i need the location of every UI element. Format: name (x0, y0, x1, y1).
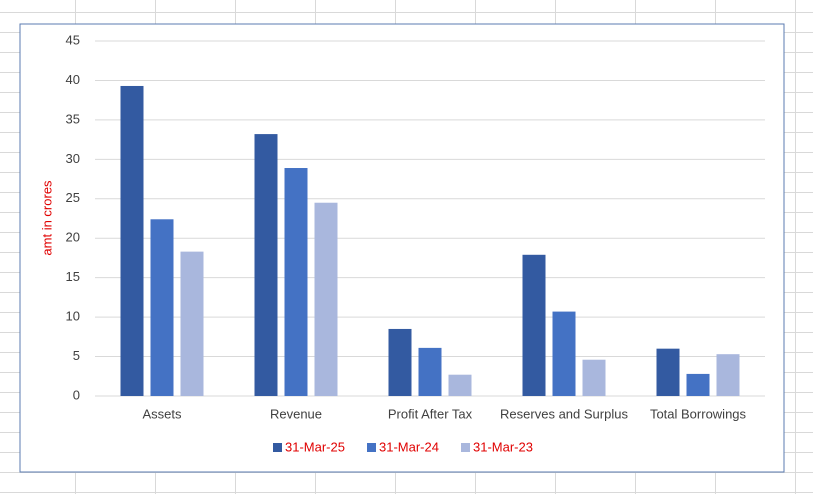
bar (448, 374, 472, 396)
bar (120, 85, 144, 396)
bar (656, 348, 680, 396)
bar (254, 134, 278, 397)
y-tick-label: 25 (66, 190, 80, 205)
bar (180, 251, 204, 396)
bar (418, 347, 442, 396)
bar (388, 328, 412, 396)
y-tick-label: 0 (73, 387, 80, 402)
x-tick-label: Revenue (270, 406, 322, 421)
chart-frame (19, 23, 785, 473)
y-tick-label: 45 (66, 32, 80, 47)
x-tick-label: Total Borrowings (650, 406, 747, 421)
bar (686, 373, 710, 396)
y-tick-label: 5 (73, 348, 80, 363)
bar (582, 359, 606, 396)
bar (522, 254, 546, 396)
y-tick-label: 30 (66, 151, 80, 166)
legend-swatch (367, 443, 376, 452)
bar (716, 354, 740, 396)
x-tick-label: Assets (142, 406, 182, 421)
bar (284, 168, 308, 396)
y-tick-label: 20 (66, 230, 80, 245)
legend-swatch (461, 443, 470, 452)
bar (314, 202, 338, 396)
legend-swatch (273, 443, 282, 452)
legend-label: 31-Mar-23 (473, 439, 533, 454)
y-axis-label: amt in crores (39, 180, 54, 256)
x-tick-label: Profit After Tax (388, 406, 473, 421)
x-tick-label: Reserves and Surplus (500, 406, 628, 421)
bar (552, 311, 576, 396)
bar (150, 219, 174, 396)
y-tick-label: 10 (66, 309, 80, 324)
legend-label: 31-Mar-25 (285, 439, 345, 454)
y-tick-label: 35 (66, 111, 80, 126)
legend-label: 31-Mar-24 (379, 439, 439, 454)
y-tick-label: 40 (66, 72, 80, 87)
y-tick-label: 15 (66, 269, 80, 284)
